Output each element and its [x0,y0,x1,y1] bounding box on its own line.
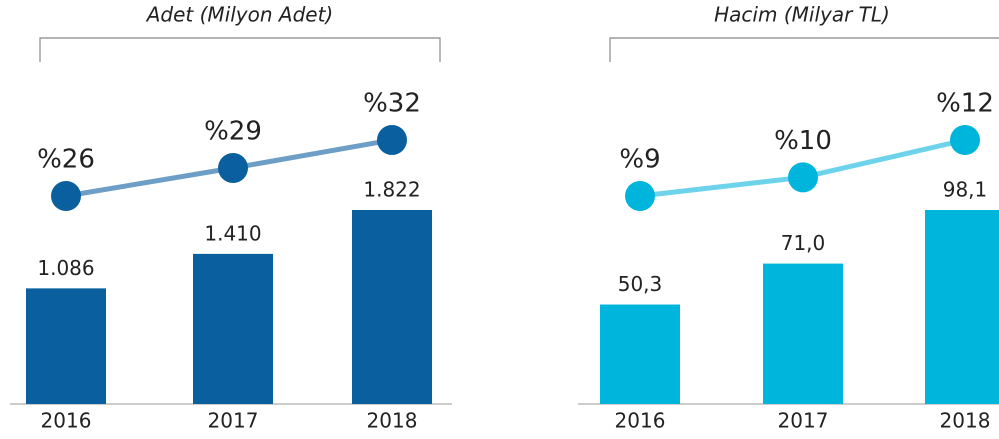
chart-title: Hacim (Milyar TL) [714,3,890,27]
line-marker [51,181,81,211]
line-label: %29 [204,117,262,147]
x-tick-label: 2016 [41,409,92,433]
bar [26,288,106,404]
line-label: %32 [363,89,421,119]
line-marker [950,125,980,155]
bar-label: 71,0 [781,231,826,255]
bar [352,210,432,404]
x-tick-label: 2016 [615,409,666,433]
bar-label: 98,1 [943,178,988,202]
bar [763,263,843,404]
line-label: %9 [619,145,660,175]
bar-label: 1.086 [37,256,94,280]
bar-label: 1.822 [363,178,420,202]
bar [193,253,273,404]
bar-label: 1.410 [204,221,261,245]
bar [600,304,680,404]
x-tick-label: 2018 [367,409,418,433]
bracket [39,37,999,62]
line-marker [377,125,407,155]
x-tick-label: 2017 [778,409,829,433]
line-label: %26 [37,145,95,175]
line-marker [788,162,818,193]
bar [925,210,999,404]
bar-label: 50,3 [618,272,663,296]
line-label: %12 [936,89,994,119]
x-tick-label: 2018 [940,409,991,433]
line-label: %10 [774,126,832,156]
line-marker [625,181,655,211]
x-tick-label: 2017 [208,409,259,433]
line-marker [218,153,248,183]
chart-title: Adet (Milyon Adet) [145,3,333,27]
